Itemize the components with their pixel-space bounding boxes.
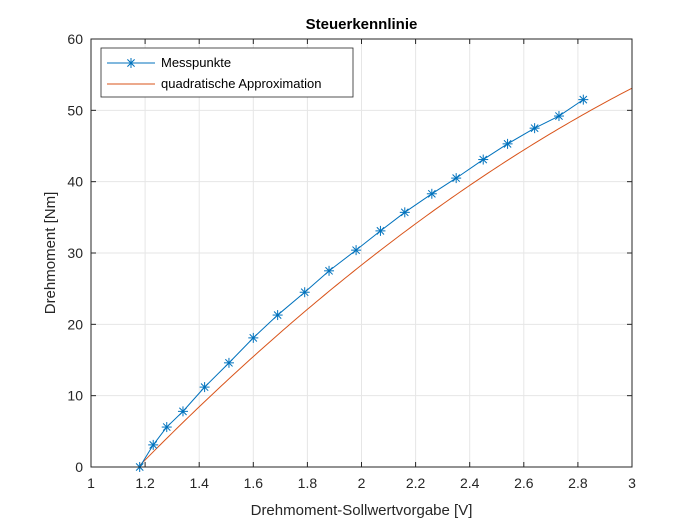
legend-box [100,47,354,98]
x-tick-label: 3 [628,475,636,491]
data-point [578,94,589,105]
data-point [126,58,136,68]
y-tick-label: 30 [67,245,83,261]
y-tick-label: 60 [67,31,83,47]
data-point [502,138,513,149]
grid [91,39,632,467]
data-point [248,332,259,343]
data-point [399,207,410,218]
x-axis-label: Drehmoment-Sollwertvorgabe [V] [251,502,473,519]
legend-marker-messpunkte [126,58,136,68]
data-point [324,265,335,276]
data-point [426,188,437,199]
data-point [199,382,210,393]
legend-label-approximation: quadratische Approximation [161,76,321,91]
y-tick-label: 10 [67,388,83,404]
x-tick-label: 1 [87,475,95,491]
y-tick-label: 20 [67,316,83,332]
x-tick-label: 2.2 [406,475,426,491]
y-tick-label: 0 [75,459,83,475]
data-point [478,154,489,165]
legend-label-messpunkte: Messpunkte [161,55,231,70]
data-point [351,245,362,256]
x-tick-label: 2.8 [568,475,588,491]
x-tick-label: 2.6 [514,475,534,491]
x-tick-label: 1.4 [189,475,209,491]
data-point [272,310,283,321]
x-tick-label: 2.4 [460,475,480,491]
legend: Messpunkte quadratische Approximation [100,47,354,98]
x-tick-label: 1.2 [135,475,155,491]
y-tick-label: 40 [67,174,83,190]
data-point [451,173,462,184]
data-point [553,111,564,122]
series-line-messpunkte [139,99,584,468]
data-point [223,357,234,368]
chart-title: Steuerkennlinie [306,16,418,33]
data-point [148,439,159,450]
data-point [299,287,310,298]
x-tick-label: 2 [358,475,366,491]
data-point [375,225,386,236]
data-point [161,422,172,433]
x-tick-label: 1.6 [244,475,264,491]
data-point [177,406,188,417]
x-tick-label: 1.8 [298,475,318,491]
data-point [529,123,540,134]
series-line-quadratische-approximation [139,87,633,466]
y-tick-label: 50 [67,102,83,118]
y-axis-label: Drehmoment [Nm] [42,192,59,315]
